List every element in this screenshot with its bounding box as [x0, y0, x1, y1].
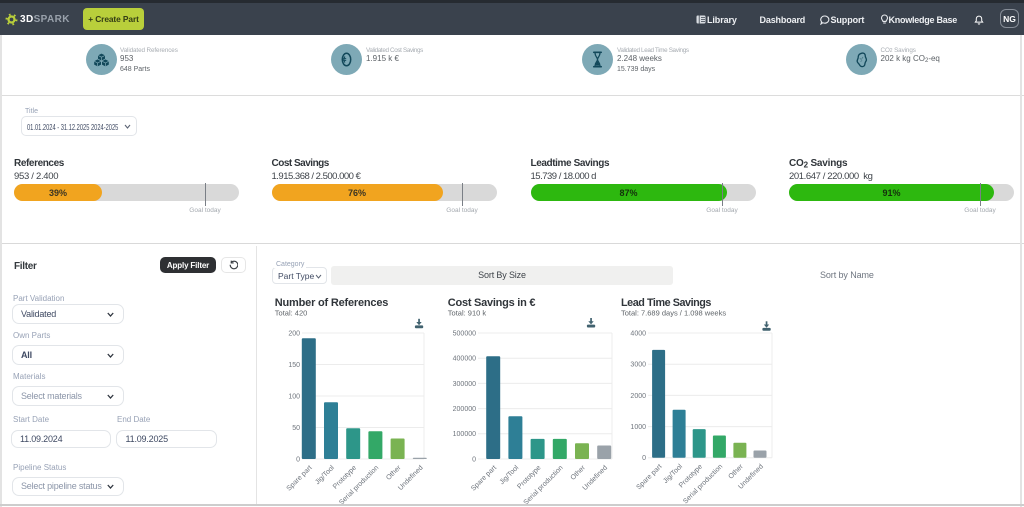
svg-text:4000: 4000 — [630, 330, 646, 337]
svg-text:100: 100 — [288, 393, 300, 400]
svg-text:Serial production: Serial production — [338, 464, 380, 506]
svg-text:Jig/Tool: Jig/Tool — [314, 464, 336, 486]
svg-text:Total: 910 k: Total: 910 k — [448, 309, 487, 318]
svg-text:400000: 400000 — [453, 356, 476, 363]
svg-text:1000: 1000 — [630, 424, 646, 431]
svg-text:500000: 500000 — [453, 330, 476, 337]
svg-text:Spare part: Spare part — [470, 464, 498, 492]
svg-text:300000: 300000 — [453, 381, 476, 388]
svg-text:Lead Time Savings: Lead Time Savings — [621, 297, 711, 309]
svg-text:Serial production: Serial production — [523, 464, 565, 506]
svg-text:Other: Other — [385, 464, 403, 482]
svg-text:Serial production: Serial production — [682, 463, 724, 505]
svg-text:Total: 7.689 days / 1.098 week: Total: 7.689 days / 1.098 weeks — [621, 309, 726, 318]
svg-text:Spare part: Spare part — [635, 463, 663, 491]
svg-text:0: 0 — [642, 455, 646, 462]
svg-text:Number of References: Number of References — [275, 297, 388, 309]
svg-text:Other: Other — [570, 464, 588, 482]
svg-text:Total: 420: Total: 420 — [275, 309, 308, 318]
svg-text:Jig/Tool: Jig/Tool — [499, 464, 521, 486]
svg-text:Cost Savings in €: Cost Savings in € — [448, 297, 536, 309]
svg-text:3000: 3000 — [630, 362, 646, 369]
svg-text:Other: Other — [727, 463, 745, 481]
svg-text:100000: 100000 — [453, 431, 476, 438]
svg-text:200: 200 — [288, 330, 300, 337]
svg-text:Spare part: Spare part — [286, 464, 314, 492]
svg-text:2000: 2000 — [630, 393, 646, 400]
svg-text:0: 0 — [472, 456, 476, 463]
svg-text:150: 150 — [288, 362, 300, 369]
svg-text:0: 0 — [296, 456, 300, 463]
svg-text:200000: 200000 — [453, 406, 476, 413]
svg-text:50: 50 — [292, 425, 300, 432]
